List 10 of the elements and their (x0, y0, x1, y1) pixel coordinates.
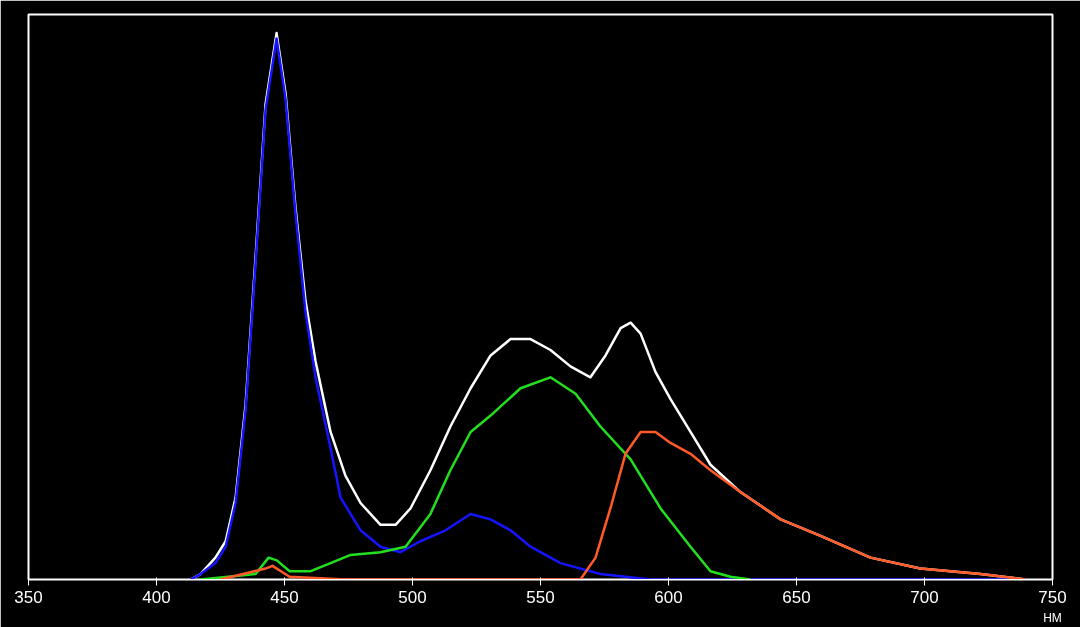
x-tick-label: 600 (654, 587, 683, 607)
x-axis-title: НМ (1043, 610, 1062, 625)
x-tick-label: 500 (398, 587, 427, 607)
x-tick-label: 650 (782, 587, 811, 607)
x-tick-label: 700 (910, 587, 939, 607)
x-tick-label: 450 (270, 587, 299, 607)
x-tick-label: 350 (14, 587, 43, 607)
x-tick-label: 550 (526, 587, 555, 607)
x-tick-label: 750 (1038, 587, 1067, 607)
x-tick-label: 400 (142, 587, 171, 607)
